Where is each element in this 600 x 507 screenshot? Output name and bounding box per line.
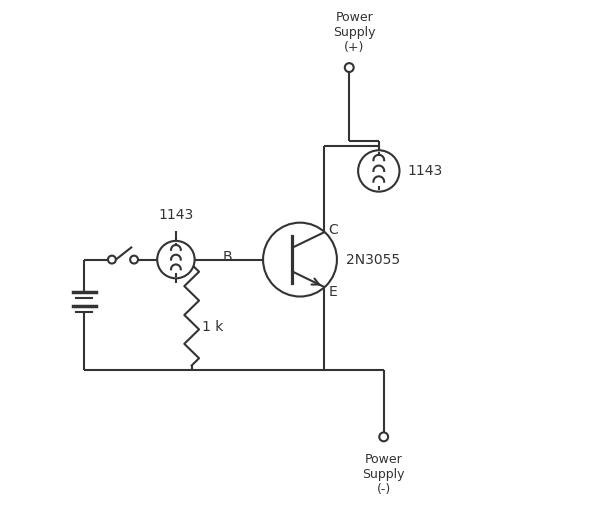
Circle shape [345, 63, 353, 72]
Text: C: C [329, 223, 338, 237]
Text: Power
Supply
(-): Power Supply (-) [362, 453, 405, 496]
Text: Power
Supply
(+): Power Supply (+) [333, 11, 376, 54]
Text: E: E [329, 284, 337, 299]
Circle shape [263, 223, 337, 297]
Text: 1143: 1143 [158, 208, 194, 222]
Text: 2N3055: 2N3055 [346, 252, 400, 267]
Text: 1 k: 1 k [202, 320, 223, 334]
Text: B: B [223, 250, 232, 264]
Circle shape [157, 241, 194, 278]
Text: 1143: 1143 [407, 164, 443, 178]
Circle shape [358, 150, 400, 192]
Circle shape [108, 256, 116, 264]
Circle shape [379, 432, 388, 441]
Circle shape [130, 256, 138, 264]
